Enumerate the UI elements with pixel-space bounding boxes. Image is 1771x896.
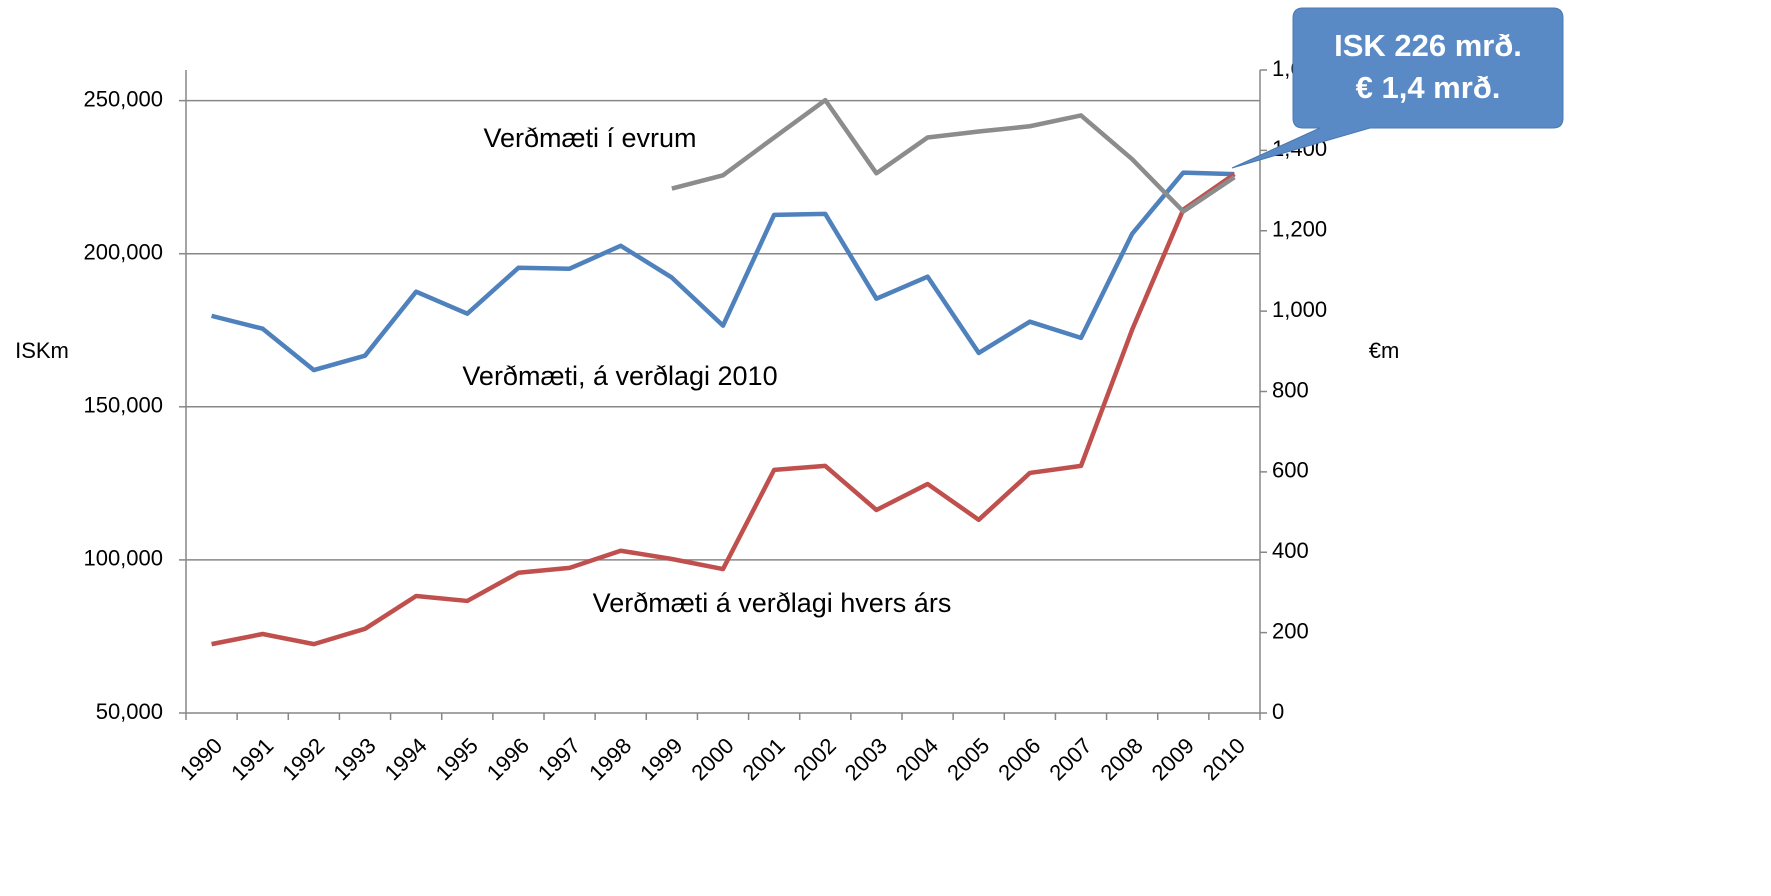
x-tick-label: 2008 [1095,733,1147,785]
x-tick-label: 2002 [789,733,841,785]
y2-tick-label: 200 [1272,618,1309,643]
x-tick-label: 1995 [431,733,483,785]
series-line [671,97,1236,214]
y-tick-label: 250,000 [83,86,163,111]
y-tick-label: 200,000 [83,240,163,265]
callout-box [1231,7,1564,169]
series-line [211,172,1236,647]
y2-tick-label: 1,000 [1272,297,1327,322]
series-label: Verðmæti í evrum [483,123,696,153]
x-tick-label: 1997 [533,733,585,785]
x-tick-label: 1996 [482,733,534,785]
y-tick-label: 100,000 [83,546,163,571]
x-tick-label: 1990 [175,733,227,785]
y2-tick-label: 800 [1272,377,1309,402]
series-label: Verðmæti, á verðlagi 2010 [462,361,777,391]
callout-text: € 1,4 mrð. [1356,70,1501,105]
series-label: Verðmæti á verðlagi hvers árs [593,588,952,618]
y2-tick-label: 0 [1272,699,1284,724]
x-tick-label: 2009 [1147,733,1199,785]
y2-tick-label: 600 [1272,458,1309,483]
y-axis-label: ISKm [15,338,69,363]
x-tick-label: 1992 [277,733,329,785]
x-tick-label: 1999 [635,733,687,785]
y2-tick-label: 1,200 [1272,217,1327,242]
y-tick-label: 50,000 [96,699,163,724]
y2-tick-label: 400 [1272,538,1309,563]
x-tick-label: 1998 [584,733,636,785]
x-tick-label: 2006 [993,733,1045,785]
x-tick-label: 2005 [942,733,994,785]
x-tick-label: 2001 [737,733,789,785]
x-tick-label: 2003 [840,733,892,785]
x-tick-label: 2004 [891,733,943,785]
series-line [211,170,1235,373]
x-tick-label: 1991 [226,733,278,785]
x-tick-label: 2000 [686,733,738,785]
x-tick-label: 2007 [1044,733,1096,785]
x-tick-label: 2010 [1198,733,1250,785]
callout-text: ISK 226 mrð. [1334,28,1522,63]
x-tick-label: 1994 [379,733,431,785]
y-tick-label: 150,000 [83,393,163,418]
x-tick-label: 1993 [328,733,380,785]
y2-axis-label: €m [1369,338,1400,363]
